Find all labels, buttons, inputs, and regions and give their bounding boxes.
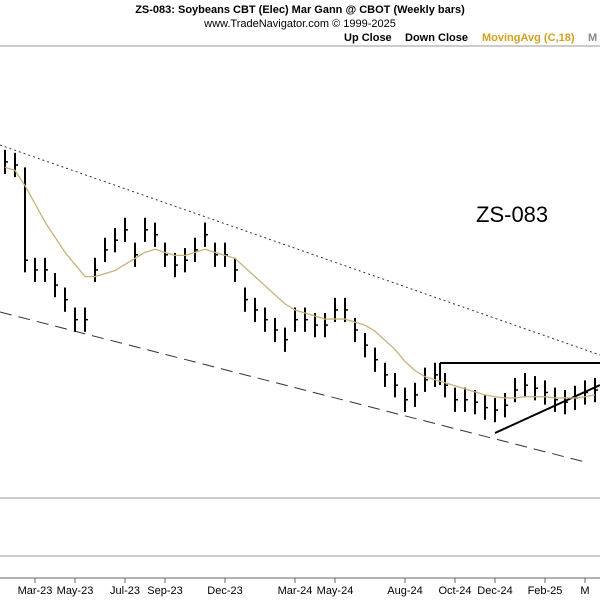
x-tick-label: Oct-24 bbox=[438, 585, 471, 597]
legend-entry: Down Close bbox=[405, 32, 468, 44]
x-tick-label: May-23 bbox=[57, 585, 94, 597]
legend-entry: Up Close bbox=[344, 32, 392, 44]
x-tick-label: Mar-23 bbox=[18, 585, 53, 597]
trendline bbox=[0, 144, 600, 356]
x-tick-label: Dec-23 bbox=[207, 585, 242, 597]
x-tick-label: Aug-24 bbox=[387, 585, 422, 597]
chart-title: ZS-083: Soybeans CBT (Elec) Mar Gann @ C… bbox=[135, 4, 465, 16]
legend-entry: MovingAvg (C,18) bbox=[482, 32, 575, 44]
annotation: ZS-083 bbox=[476, 202, 548, 227]
plot: Mar-23 May-23 Jul-23 Sep-23 Dec-23 Mar-24 May-… bbox=[4, 149, 598, 597]
x-tick-label: May-24 bbox=[317, 585, 354, 597]
x-tick-label: Sep-23 bbox=[147, 585, 182, 597]
x-tick-label: M bbox=[580, 585, 589, 597]
trendline bbox=[494, 384, 600, 434]
x-tick-label: Dec-24 bbox=[477, 585, 512, 597]
x-tick-label: Jul-23 bbox=[110, 585, 140, 597]
trendline bbox=[0, 311, 586, 463]
x-tick-label: Feb-25 bbox=[528, 585, 563, 597]
legend-entry: M bbox=[588, 32, 597, 44]
moving-average bbox=[4, 166, 596, 399]
chart-subtitle: www.TradeNavigator.com © 1999-2025 bbox=[203, 18, 396, 30]
x-tick-label: Mar-24 bbox=[278, 585, 313, 597]
